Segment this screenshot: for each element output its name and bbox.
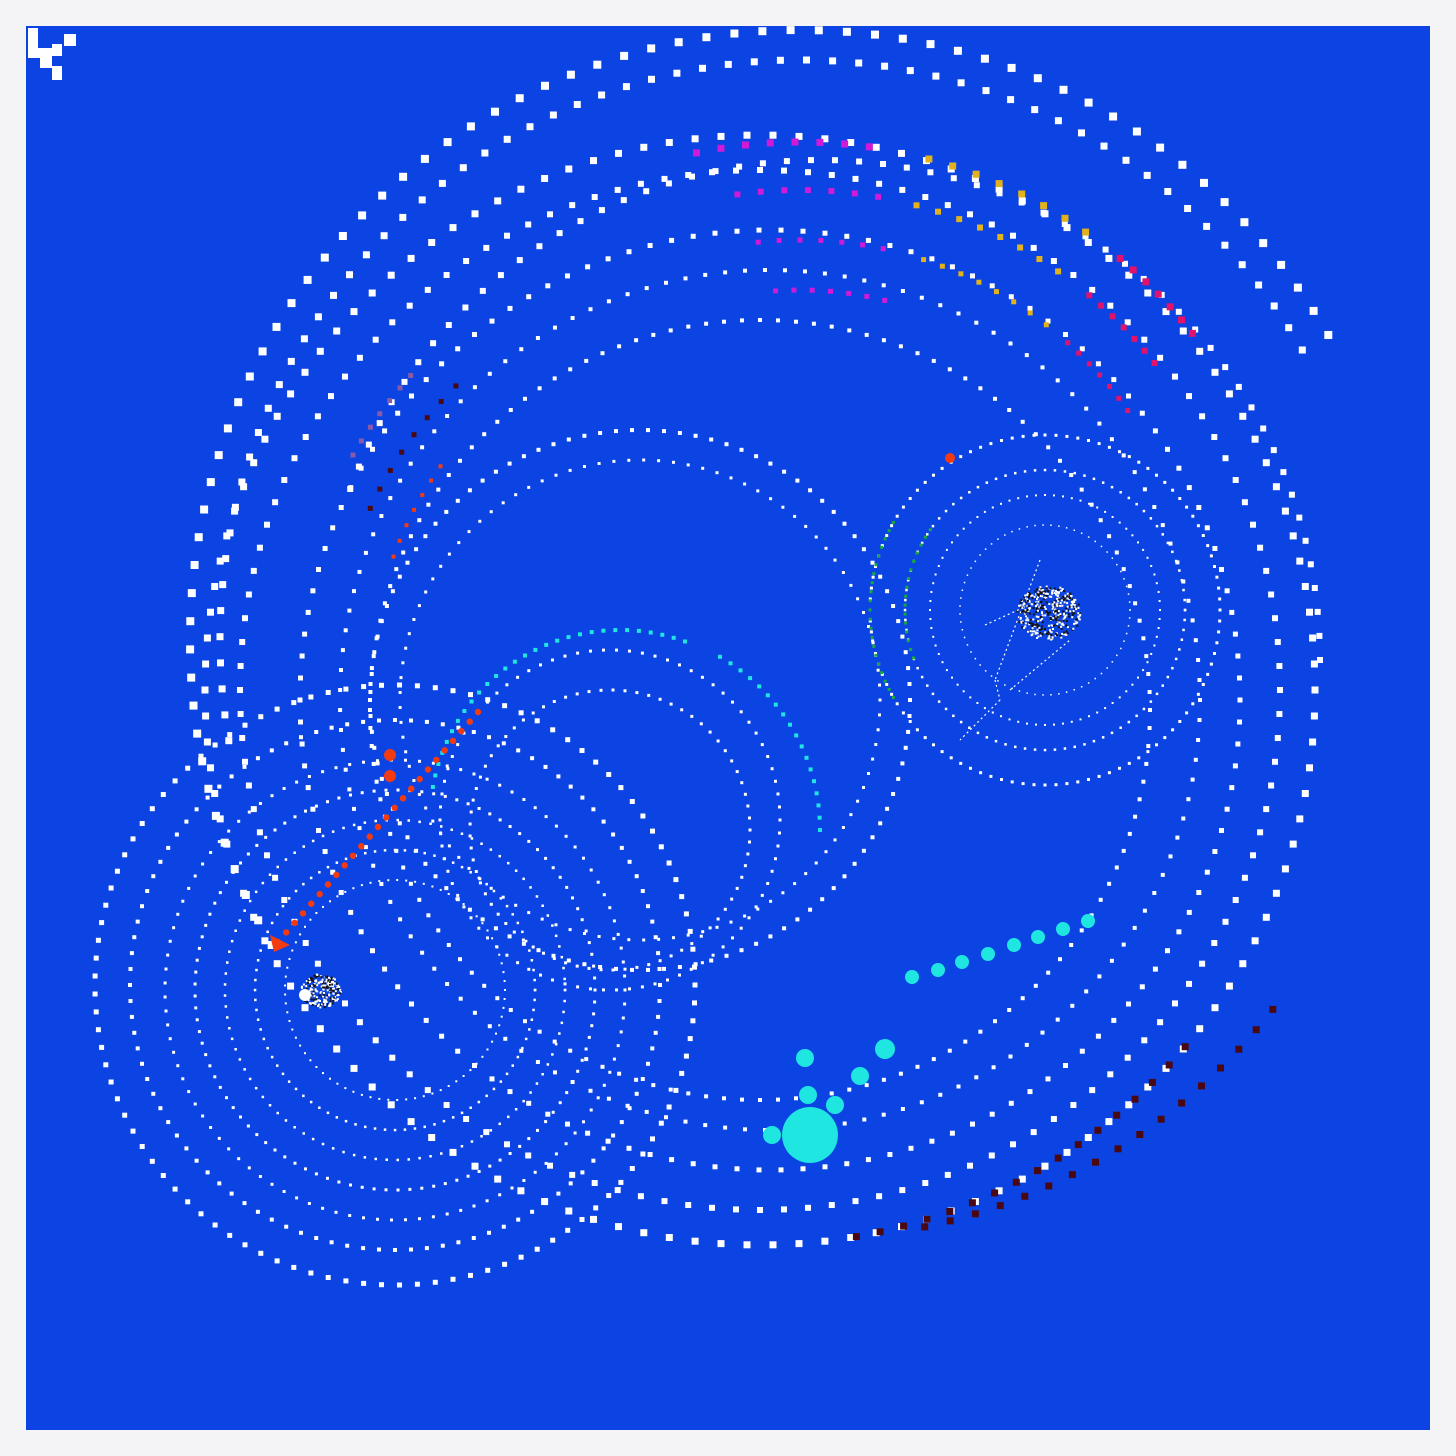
cyan-node (875, 1039, 895, 1059)
cyan-node (1081, 914, 1095, 928)
magenta-arc (755, 237, 886, 252)
cyan-node (782, 1107, 838, 1163)
dark-red-arc (852, 1043, 1189, 1241)
connector-line (994, 559, 1041, 681)
orbit-ring (128, 718, 662, 1252)
pink-arc (1116, 255, 1196, 337)
magenta-arc (734, 187, 882, 200)
cluster-node (299, 989, 311, 1001)
brand-mark-icon (28, 28, 76, 80)
dark-red-arc (921, 1005, 1277, 1231)
dark-red-arc (367, 383, 459, 511)
orbit-ring (223, 818, 567, 1162)
orbit-ring (253, 848, 537, 1132)
orbit-canvas (26, 26, 1430, 1430)
pink-arc (1086, 292, 1158, 366)
magenta-arc (693, 138, 873, 157)
accent-arcs (270, 138, 1277, 1241)
orbit-rings (92, 26, 1333, 1288)
orbit-ring (868, 433, 1222, 787)
generative-artwork (26, 26, 1430, 1430)
orbit-ring (398, 458, 882, 942)
cyan-node (851, 1067, 869, 1085)
cyan-arc (430, 628, 687, 789)
cyan-arc (718, 654, 822, 832)
cyan-node (905, 970, 919, 984)
connector-line (1009, 639, 1071, 691)
background (26, 26, 1430, 1430)
orbit-ring (186, 26, 1333, 949)
cyan-node (981, 947, 995, 961)
yellow-arc (913, 202, 1062, 275)
orbit-ring (347, 157, 1323, 663)
magenta-arc (773, 287, 888, 303)
cyan-node (1056, 922, 1070, 936)
orbit-ring (468, 688, 752, 972)
orbit-ring (284, 879, 506, 1101)
cyan-node (955, 955, 969, 969)
cyan-node (931, 963, 945, 977)
cyan-node (796, 1049, 814, 1067)
cyan-node (763, 1126, 781, 1144)
red-node (384, 770, 396, 782)
orbit-ring (193, 788, 597, 1192)
orbit-ring (929, 494, 1161, 726)
orbit-ring (163, 758, 627, 1222)
cyan-node (1031, 930, 1045, 944)
orange-arc (391, 464, 443, 559)
green-arc (868, 521, 895, 699)
orbit-ring (237, 167, 1283, 1213)
pink-arc (1065, 340, 1131, 414)
orbit-ring (959, 524, 1131, 696)
left-cluster (300, 973, 342, 1009)
orbit-ring (297, 227, 1243, 1173)
yellow-arc (921, 257, 1049, 328)
cyan-node (799, 1086, 817, 1104)
cyan-trail (430, 628, 1095, 1163)
orbit-ring (368, 318, 1152, 1102)
green-arc (903, 528, 932, 660)
cyan-node (1007, 938, 1021, 952)
orbit-ring (216, 56, 1306, 745)
red-node (384, 749, 396, 761)
red-arrowhead (270, 935, 290, 952)
red-trail (270, 453, 955, 952)
orbit-ring (338, 268, 1202, 1132)
red-node (945, 453, 955, 463)
purple-arc (350, 373, 414, 458)
connector-line (984, 599, 1041, 626)
clusters (299, 559, 1082, 1009)
cyan-node (826, 1096, 844, 1114)
yellow-arc (925, 155, 1090, 236)
connector-line (994, 679, 1001, 701)
orbit-ring (92, 682, 698, 1288)
